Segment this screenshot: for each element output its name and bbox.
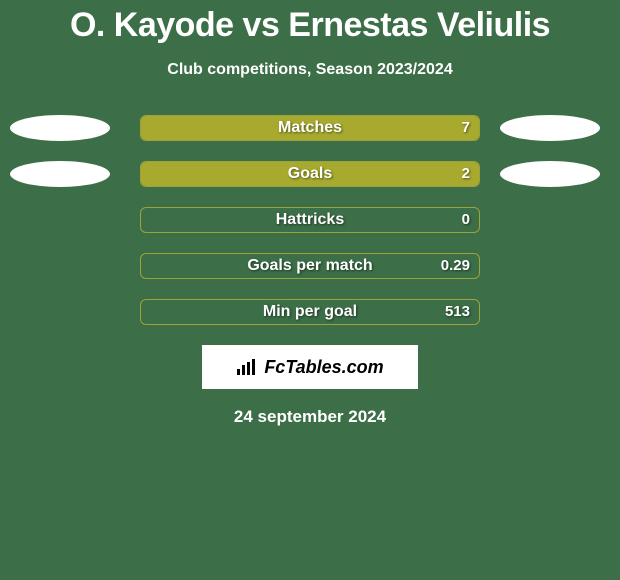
logo-box: FcTables.com (202, 345, 418, 389)
stat-bar-fill (141, 116, 479, 140)
date-text: 24 september 2024 (0, 407, 620, 427)
logo-text: FcTables.com (264, 357, 383, 378)
player-left-ellipse (10, 115, 110, 141)
stats-area: Matches7 Goals2 Hattricks0 Goals per match0… (0, 115, 620, 325)
stat-bar (140, 115, 480, 141)
chart-icon (236, 358, 258, 376)
stat-row: Hattricks0 (0, 207, 620, 233)
player-right-ellipse (500, 115, 600, 141)
page-subtitle: Club competitions, Season 2023/2024 (0, 61, 620, 79)
stat-row: Goals2 (0, 161, 620, 187)
stat-row: Min per goal513 (0, 299, 620, 325)
stat-bar (140, 161, 480, 187)
player-right-ellipse (500, 161, 600, 187)
stat-bar (140, 299, 480, 325)
player-left-ellipse (10, 161, 110, 187)
stat-bar-fill (141, 162, 479, 186)
stat-row: Matches7 (0, 115, 620, 141)
page-title: O. Kayode vs Ernestas Veliulis (0, 0, 620, 45)
stat-row: Goals per match0.29 (0, 253, 620, 279)
stat-bar (140, 207, 480, 233)
stat-bar (140, 253, 480, 279)
